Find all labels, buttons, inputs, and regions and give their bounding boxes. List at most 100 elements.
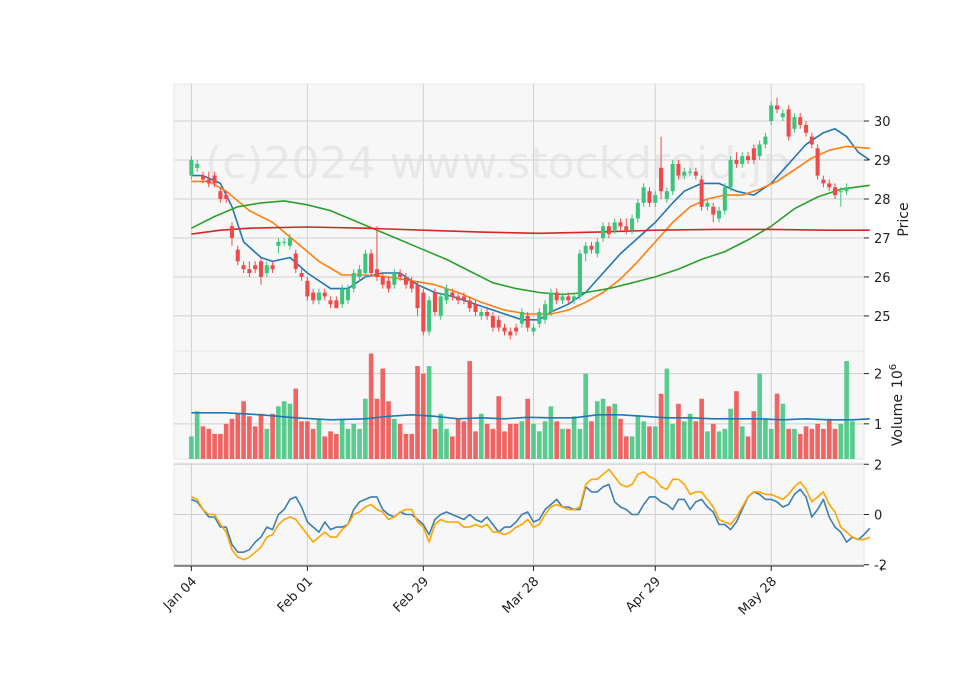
volume-bar [548,406,554,459]
candle-down [380,273,385,289]
volume-bar [676,403,681,459]
volume-bar [247,416,252,459]
volume-bar [670,423,675,459]
candle-down [746,152,751,164]
candle-body [641,187,646,203]
volume-bar [768,428,774,459]
volume-bar [797,433,803,459]
candle-body [659,167,664,192]
volume-bar [467,361,473,459]
candle-up [392,269,397,289]
volume-bar [357,428,362,459]
candle-down [473,300,478,316]
candle-body [403,276,408,285]
candle-body [717,210,722,219]
candle-body [531,327,536,332]
candle-body [514,327,519,332]
price-y-ticks: 25 26 27 28 29 30 [864,115,891,325]
candle-body [769,105,774,122]
candle-body [363,253,368,274]
volume-bar [299,421,304,459]
candle-down [798,113,803,129]
candle-body [809,136,814,145]
candle-body [490,315,495,328]
price-tick-label: 28 [874,193,891,208]
candle-body [572,296,577,301]
volume-bar [507,423,513,459]
volume-bar [774,393,780,459]
candle-down [508,327,513,340]
price-axis-label: Price [896,202,912,236]
candle-body [798,117,803,125]
volume-bar [276,406,281,459]
candle-body [241,265,246,270]
candle-body [740,156,745,164]
candle-down [403,273,408,289]
candle-body [496,319,501,328]
candle-down [212,171,217,188]
candle-body [461,296,466,301]
volume-bar [426,366,432,459]
volume-panel: 12 Volume106 [173,350,906,460]
candle-body [624,226,629,231]
volume-bar [589,421,594,459]
candle-body [409,280,414,289]
volume-bar [606,406,612,459]
candle-down [235,245,240,266]
candle-body [444,288,449,301]
volume-bar [316,418,322,459]
candle-body [258,261,264,277]
candle-body [827,183,832,188]
candle-body [276,241,281,246]
candle-down [456,292,461,305]
candle-up [572,292,577,305]
volume-moving-average [191,412,870,421]
candle-up [664,187,669,203]
candle-up [740,152,745,168]
candle-body [432,292,437,313]
candle-down [809,132,814,149]
candle-body [734,160,739,164]
candle-up [316,288,321,305]
candle-body [270,265,275,270]
volume-bar [519,421,525,459]
candle-body [311,292,316,301]
candle-down [699,175,704,211]
candle-down [200,171,206,184]
volume-bar [438,413,444,459]
candle-body [792,117,797,129]
volume-bar [258,413,264,459]
volume-bar [821,428,826,459]
candle-down [421,288,426,336]
volume-bar [838,423,844,459]
candle-body [560,296,565,301]
candle-down [247,261,252,277]
candle-down [734,152,739,168]
candle-down [328,296,333,309]
volume-bar [305,421,310,459]
volume-bar [345,428,351,459]
volume-bar [612,403,617,459]
price-tick-label: 25 [874,310,891,325]
candle-up [444,284,449,305]
x-axis: Jan 04 Feb 01 Feb 29 Mar 28 Apr 29 May 28 [160,565,882,618]
candle-body [566,296,571,301]
volume-tick-label: 2 [874,368,882,383]
volume-axis-label-text: Volume [890,394,906,446]
volume-bar [699,398,704,459]
volume-bar [623,436,629,459]
candle-up [769,101,774,125]
candle-down [467,296,472,313]
candle-up [688,167,693,176]
oscillator-tick-label: 2 [874,458,882,473]
volume-bar [496,396,502,459]
candle-up [838,187,843,207]
volume-bar [664,368,670,459]
candle-up [340,284,345,309]
candle-body [456,296,461,301]
candle-body [705,202,710,207]
volume-bar [681,421,687,459]
candle-body [264,265,269,274]
candle-body [751,148,756,161]
candle-up [635,198,640,223]
